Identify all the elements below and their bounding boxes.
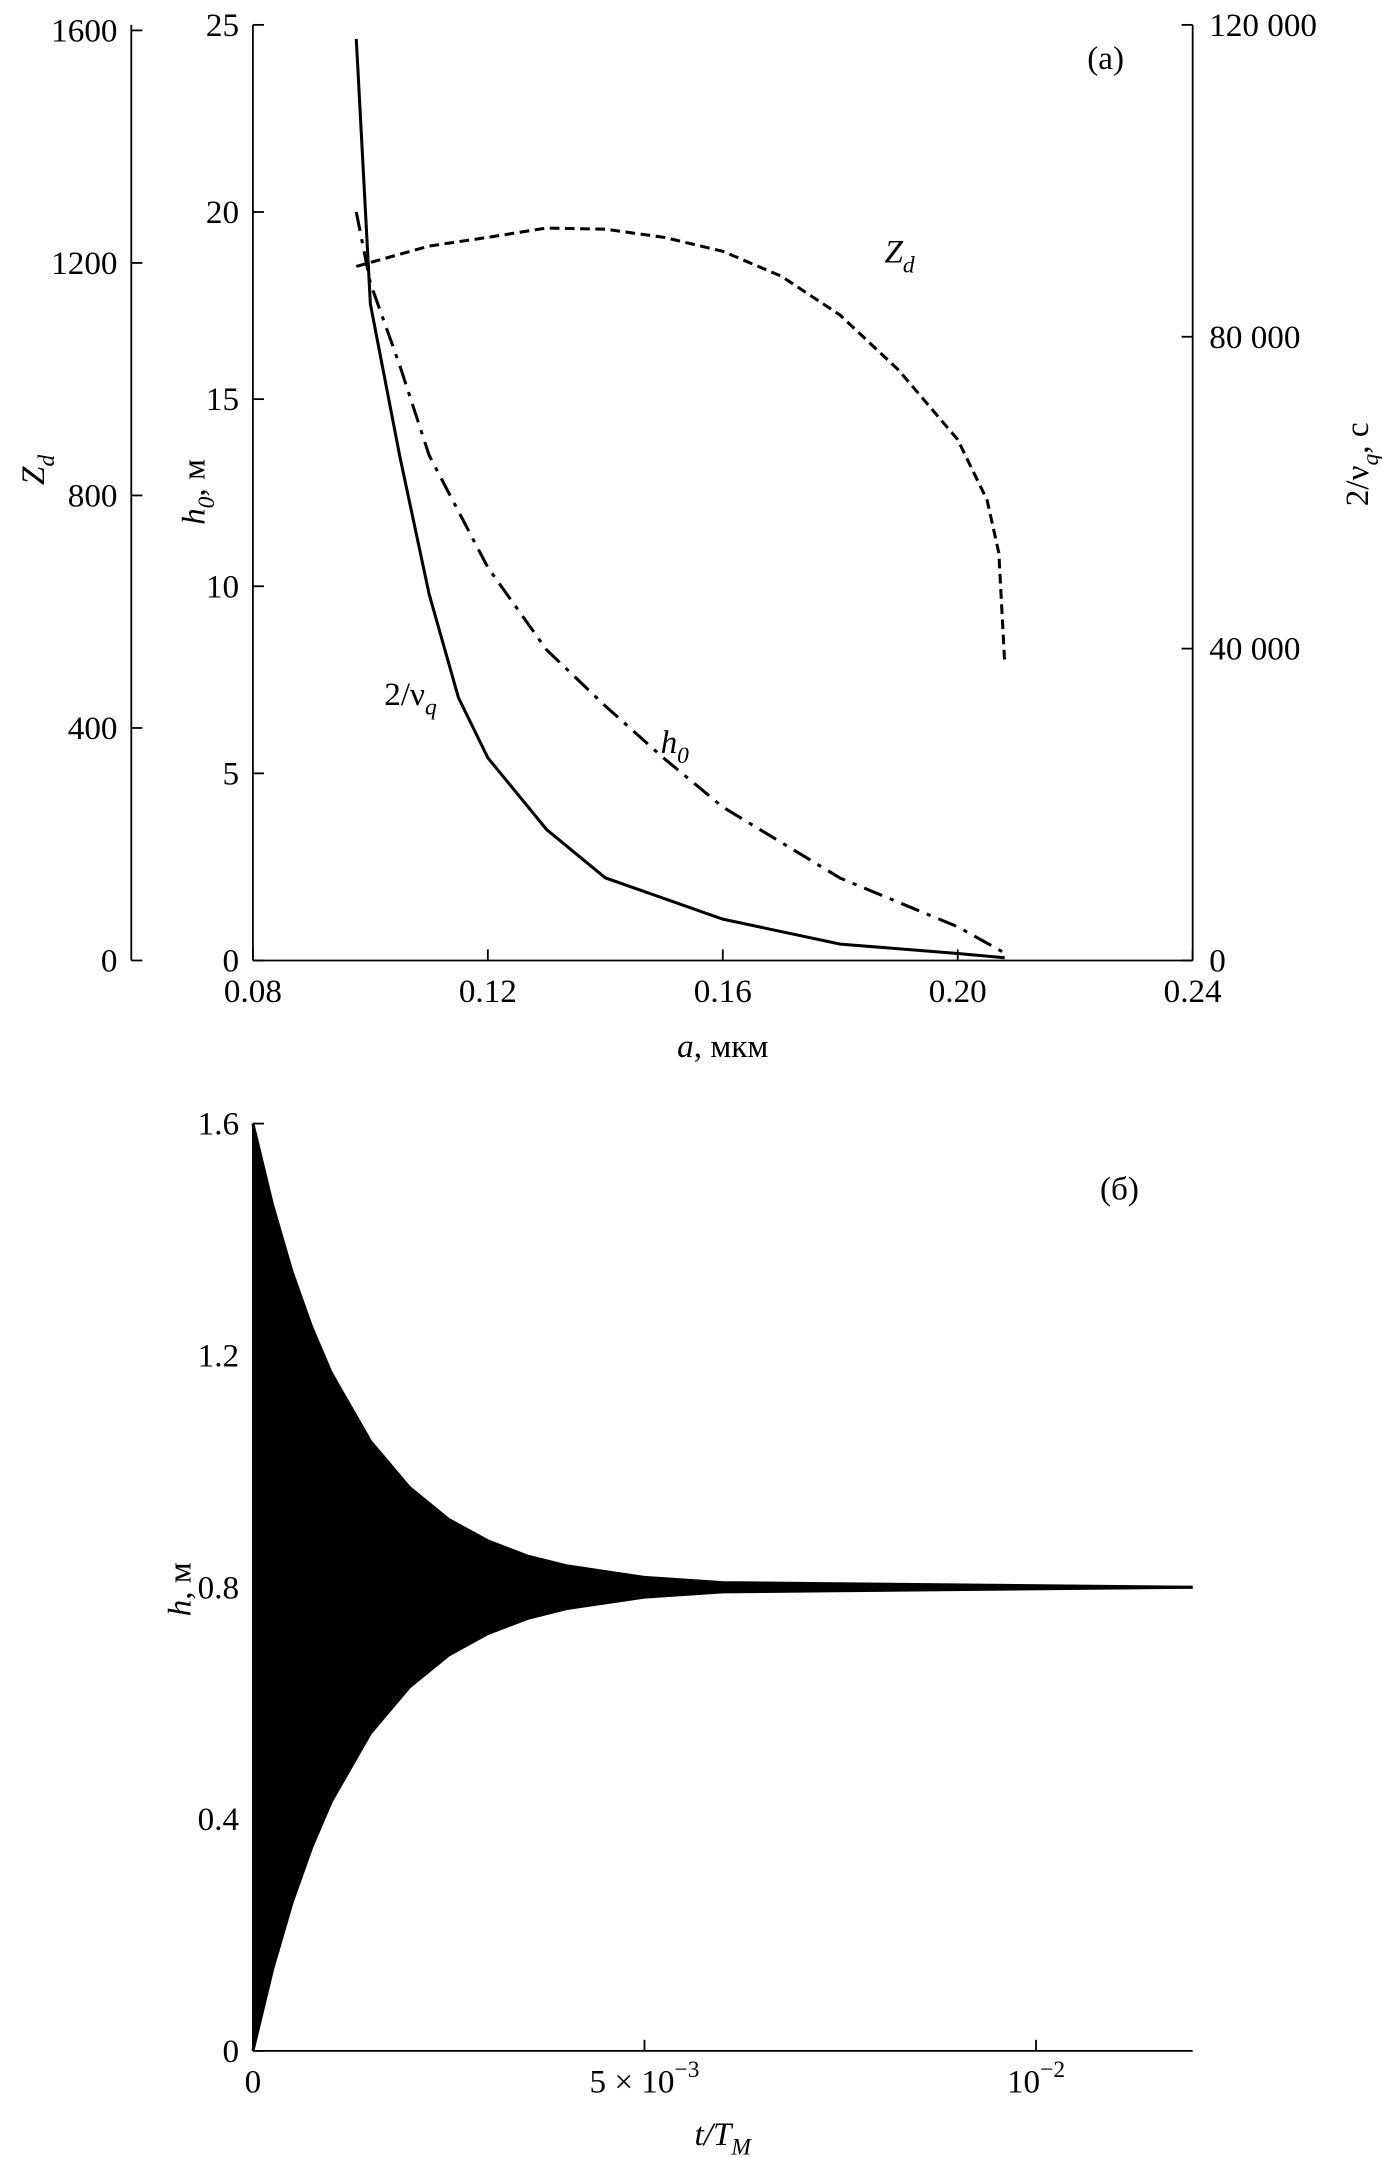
y-tick-label: 1.6 [198, 1106, 239, 1143]
data-line [251, 1585, 1193, 2052]
y-tick-label: 0 [223, 2033, 240, 2070]
y2-tick-label: 0 [1209, 943, 1226, 980]
x-tick-label: 0.24 [1164, 973, 1222, 1010]
label-part: −3 [674, 2057, 699, 2083]
x-axis-label: a, мкм [677, 1028, 768, 1065]
x-tick-label: 10−2 [1007, 2057, 1065, 2100]
y-tick-label: 5 [223, 755, 240, 792]
label-part: 5 × 10 [589, 2063, 674, 2100]
label-part: M [730, 2135, 752, 2158]
data-line [355, 226, 1007, 664]
label-part: 0 [194, 496, 220, 508]
y-tick-label: 15 [206, 381, 239, 418]
label-part: d [903, 252, 915, 278]
label-part: Z [884, 234, 903, 271]
y-tick-label: 1.2 [198, 1337, 239, 1374]
y-axis-label: h0, м [176, 459, 221, 525]
label-part: , с [1339, 422, 1376, 453]
label-part: Z [15, 466, 52, 485]
label-part: h [162, 1600, 199, 1617]
label-part: h [176, 508, 213, 525]
y3-tick-label: 800 [68, 478, 118, 515]
label-part: , м [162, 1562, 199, 1600]
annotation: Zd [884, 234, 914, 279]
label-part: t/T [695, 2116, 734, 2153]
label-part: h [661, 724, 678, 761]
y2-tick-label: 80 000 [1209, 319, 1300, 356]
y-axis-label: h, м [162, 1562, 199, 1616]
x-tick-label: 0.20 [929, 973, 987, 1010]
label-part: , м [176, 459, 213, 497]
y-tick-label: 10 [206, 568, 239, 605]
chart-title: (a) [1087, 40, 1124, 77]
data-line [354, 38, 1005, 960]
data-line [251, 1123, 1193, 1589]
x-tick-label: 0.16 [694, 973, 752, 1010]
annotation: h0 [661, 724, 690, 769]
annotation: 2/νq [384, 676, 437, 721]
y-tick-label: 25 [206, 7, 239, 44]
x-tick-label: 0.08 [224, 973, 282, 1010]
y2-axis-label: 2/νq, с [1339, 422, 1382, 506]
y3-tick-label: 1600 [51, 12, 117, 49]
x-tick-label: 0 [245, 2063, 262, 2100]
x-tick-label: 0.12 [459, 973, 517, 1010]
y2-tick-label: 120 000 [1209, 7, 1317, 44]
y-tick-label: 0.8 [198, 1569, 239, 1606]
data-line [354, 211, 1006, 955]
label-part: d [34, 455, 60, 467]
y3-tick-label: 0 [101, 943, 118, 980]
label-part: 2/ν [1339, 465, 1376, 506]
label-part: 2/ν [384, 676, 425, 713]
label-part: 10 [1007, 2063, 1040, 2100]
label-part: q [425, 694, 437, 720]
y-tick-label: 20 [206, 194, 239, 231]
label-part: −2 [1040, 2057, 1065, 2083]
y3-axis-label: Zd [15, 455, 60, 485]
y-tick-label: 0.4 [198, 1801, 240, 1838]
label-part: , мкм [694, 1028, 769, 1065]
y3-tick-label: 400 [68, 710, 118, 747]
label-part: a [677, 1028, 694, 1065]
y-tick-label: 0 [223, 943, 240, 980]
label-part: 0 [677, 743, 689, 769]
oscillation-band [252, 1123, 1193, 2051]
y2-tick-label: 40 000 [1209, 631, 1300, 668]
chart-title: (б) [1100, 1171, 1139, 1208]
x-tick-label: 5 × 10−3 [589, 2057, 699, 2100]
label-part: q [1358, 453, 1382, 465]
x-axis-label: t/TM [695, 2116, 753, 2158]
y3-tick-label: 1200 [51, 245, 117, 282]
